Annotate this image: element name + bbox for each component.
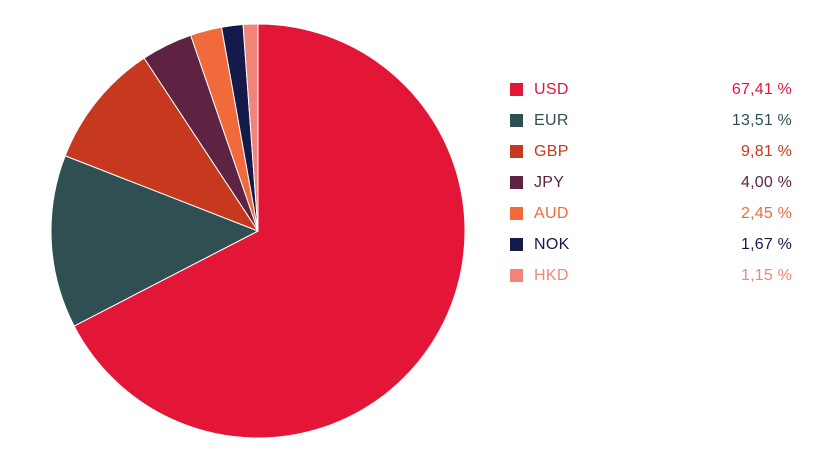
legend-label: USD — [534, 80, 569, 98]
legend-swatch — [510, 238, 523, 251]
legend-item-jpy: JPY 4,00 % — [510, 167, 792, 198]
legend-item-nok: NOK 1,67 % — [510, 229, 792, 260]
pie-slice-eur — [50, 155, 259, 327]
legend-value: 9,81 % — [740, 142, 792, 160]
legend-swatch — [510, 114, 523, 127]
legend-item-eur: EUR 13,51 % — [510, 105, 792, 136]
legend-swatch — [510, 207, 523, 220]
legend-swatch — [510, 176, 523, 189]
legend-label: HKD — [534, 266, 569, 284]
legend-value: 1,67 % — [740, 235, 792, 253]
legend-item-usd: USD 67,41 % — [510, 74, 792, 105]
legend-label: GBP — [534, 142, 569, 160]
legend-swatch — [510, 145, 523, 158]
legend-value: 67,41 % — [731, 80, 792, 98]
legend-label: EUR — [534, 111, 569, 129]
legend-value: 13,51 % — [731, 111, 792, 129]
legend-value: 2,45 % — [740, 204, 792, 222]
legend-item-gbp: GBP 9,81 % — [510, 136, 792, 167]
legend-item-aud: AUD 2,45 % — [510, 198, 792, 229]
legend-label: AUD — [534, 204, 569, 222]
legend-item-hkd: HKD 1,15 % — [510, 260, 792, 291]
legend: USD 67,41 % EUR 13,51 % GBP 9,81 % JPY 4,00 % AU… — [510, 74, 792, 291]
pie-slice-gbp — [64, 57, 259, 232]
legend-value: 4,00 % — [740, 173, 792, 191]
legend-value: 1,15 % — [740, 266, 792, 284]
pie-slice-hkd — [242, 23, 259, 232]
pie-slice-usd — [73, 23, 466, 439]
legend-label: JPY — [534, 173, 565, 191]
legend-swatch — [510, 269, 523, 282]
legend-label: NOK — [534, 235, 570, 253]
legend-swatch — [510, 83, 523, 96]
